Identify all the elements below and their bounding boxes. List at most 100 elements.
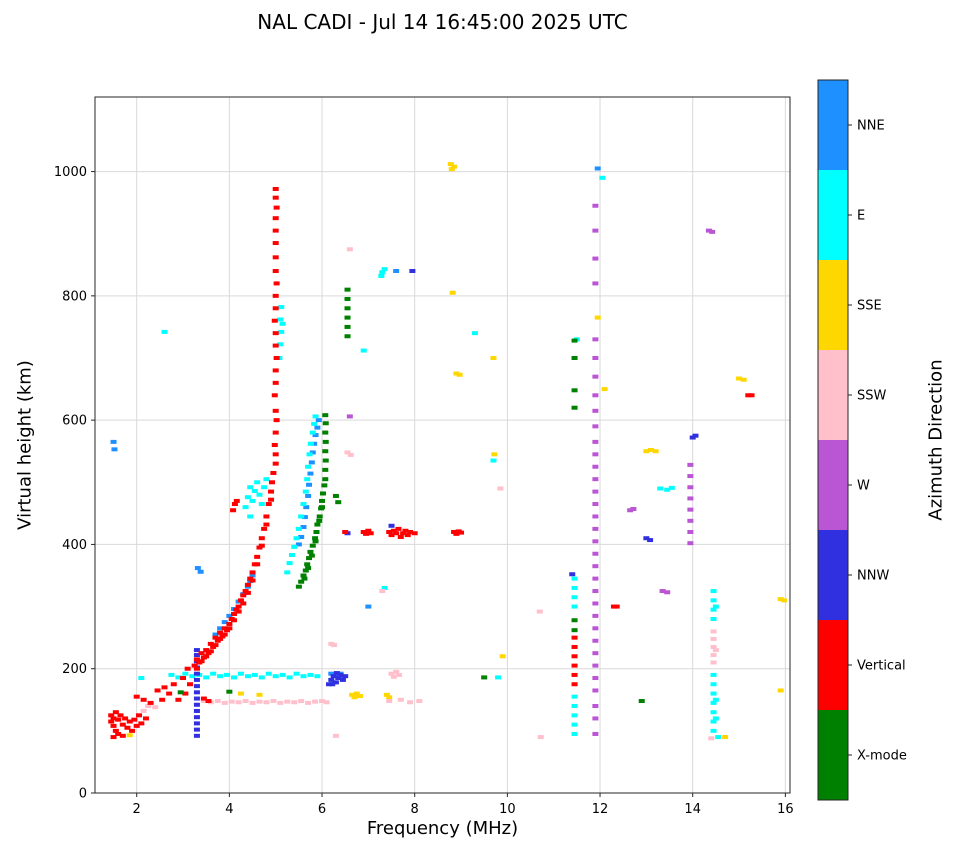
data-point-W xyxy=(705,228,712,233)
data-point-E xyxy=(710,719,717,724)
data-point-Vertical xyxy=(273,281,280,286)
y-tick-label: 600 xyxy=(62,414,87,429)
data-point-W xyxy=(592,514,599,519)
data-point-W xyxy=(592,337,599,342)
data-point-Vertical xyxy=(198,651,205,656)
data-point-Vertical xyxy=(254,562,261,567)
data-point-Vertical xyxy=(458,530,465,535)
data-point-X-mode xyxy=(226,689,233,694)
data-point-E xyxy=(571,576,578,581)
data-point-X-mode xyxy=(571,338,578,343)
data-point-Vertical xyxy=(166,691,173,696)
data-point-W xyxy=(592,228,599,233)
data-point-NNE xyxy=(301,515,308,520)
data-point-Vertical xyxy=(193,657,200,662)
data-point-E xyxy=(224,672,231,677)
data-point-NNE xyxy=(300,525,307,530)
data-point-Vertical xyxy=(270,470,277,475)
data-point-SSW xyxy=(221,700,228,705)
data-point-W xyxy=(664,590,671,595)
data-point-X-mode xyxy=(332,493,339,498)
data-point-E xyxy=(278,329,285,334)
data-point-Vertical xyxy=(272,461,279,466)
data-point-X-mode xyxy=(344,306,351,311)
data-point-SSW xyxy=(708,736,715,741)
data-point-W xyxy=(687,462,694,467)
data-point-E xyxy=(242,505,249,510)
data-point-E xyxy=(309,430,316,435)
data-point-Vertical xyxy=(119,722,126,727)
data-point-E xyxy=(258,502,265,507)
y-tick-label: 200 xyxy=(62,662,87,677)
axes-frame xyxy=(94,96,791,794)
data-point-Vertical xyxy=(272,380,279,385)
data-point-E xyxy=(571,595,578,600)
data-point-Vertical xyxy=(249,570,256,575)
data-point-Vertical xyxy=(110,735,117,740)
data-point-W xyxy=(592,638,599,643)
data-point-Vertical xyxy=(365,528,372,533)
data-point-X-mode xyxy=(571,405,578,410)
data-point-E xyxy=(237,671,244,676)
x-axis-label: Frequency (MHz) xyxy=(366,818,519,839)
data-point-Vertical xyxy=(395,526,402,531)
data-point-Vertical xyxy=(268,489,275,494)
data-point-E xyxy=(710,617,717,621)
colorbar-segment-SSW xyxy=(818,350,848,440)
data-point-Vertical xyxy=(258,536,265,541)
data-point-W xyxy=(592,203,599,208)
data-point-E xyxy=(249,498,256,503)
data-point-Vertical xyxy=(272,331,279,336)
data-point-Vertical xyxy=(268,480,275,485)
data-point-NNW xyxy=(409,269,416,273)
data-point-NNW xyxy=(193,677,200,682)
data-point-NNW xyxy=(193,690,200,695)
data-point-SSE xyxy=(353,691,360,696)
data-point-Vertical xyxy=(207,649,214,654)
data-point-Vertical xyxy=(184,666,191,671)
data-point-SSE xyxy=(652,449,659,454)
data-point-NNW xyxy=(647,538,654,543)
data-point-X-mode xyxy=(308,553,315,558)
data-point-E xyxy=(293,536,300,541)
data-point-E xyxy=(295,526,302,531)
data-point-X-mode xyxy=(305,566,312,571)
data-point-NNE xyxy=(295,542,302,547)
data-point-W xyxy=(592,704,599,708)
data-point-Vertical xyxy=(388,533,395,538)
chart-title: NAL CADI - Jul 14 16:45:00 2025 UTC xyxy=(257,10,628,34)
x-tick-label: 8 xyxy=(411,802,419,817)
data-point-E xyxy=(258,675,265,680)
data-point-X-mode xyxy=(571,388,578,393)
data-point-E xyxy=(381,267,388,272)
data-point-E xyxy=(471,331,478,336)
data-point-Vertical xyxy=(161,685,168,690)
y-tick-label: 1000 xyxy=(54,165,87,180)
data-point-NNE xyxy=(194,566,201,571)
data-point-Vertical xyxy=(142,716,149,721)
x-tick-label: 4 xyxy=(225,802,233,817)
data-point-X-mode xyxy=(295,584,302,589)
data-point-E xyxy=(300,502,307,507)
data-point-E xyxy=(657,486,664,491)
data-point-NNW xyxy=(193,702,200,707)
data-point-E xyxy=(161,329,168,334)
data-point-Vertical xyxy=(393,531,400,536)
data-point-NNW xyxy=(332,680,339,685)
data-point-SSW xyxy=(249,700,256,705)
data-point-W xyxy=(687,474,694,479)
data-point-X-mode xyxy=(571,628,578,633)
data-point-Vertical xyxy=(386,530,393,534)
colorbar-label-NNW: NNW xyxy=(857,569,889,584)
x-tick-label: 16 xyxy=(777,802,794,817)
data-point-X-mode xyxy=(301,576,308,581)
data-point-SSE xyxy=(351,695,358,700)
data-point-E xyxy=(360,348,367,353)
data-point-Vertical xyxy=(272,430,279,435)
data-point-X-mode xyxy=(481,675,488,680)
data-point-X-mode xyxy=(322,430,329,435)
data-point-Vertical xyxy=(138,721,145,726)
data-point-Vertical xyxy=(119,733,126,738)
data-point-Vertical xyxy=(272,293,279,298)
